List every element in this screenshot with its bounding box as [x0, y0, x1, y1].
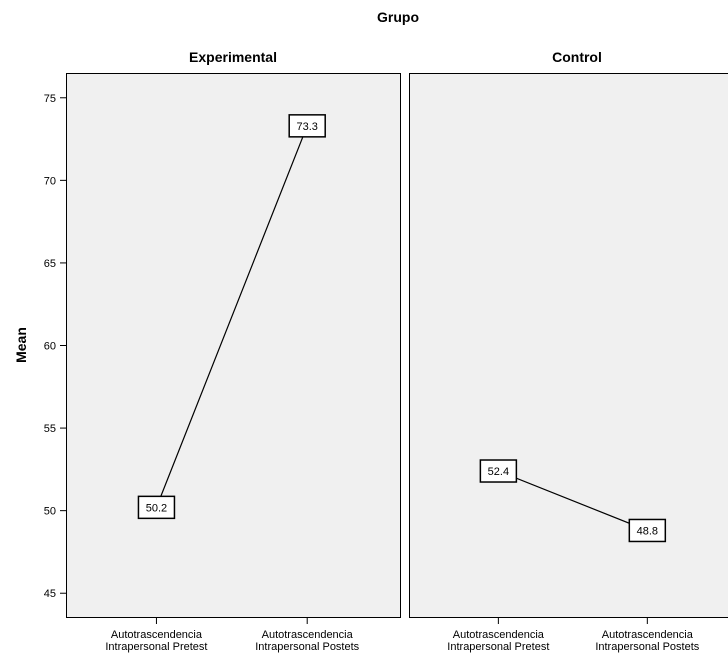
panel-title-experimental: Experimental [189, 49, 277, 65]
y-tick-label: 70 [44, 175, 56, 187]
y-tick-label: 75 [44, 93, 56, 105]
x-tick-label: Autotrascendencia [111, 629, 203, 641]
y-tick-label: 45 [44, 588, 56, 600]
x-tick-label: Intrapersonal Pretest [105, 641, 207, 653]
panel-title-control: Control [552, 49, 602, 65]
chart-title: Grupo [377, 9, 419, 25]
data-label: 48.8 [637, 525, 658, 537]
x-tick-label: Intrapersonal Postets [255, 641, 359, 653]
data-point-box [628, 518, 667, 543]
data-point-box [288, 114, 326, 138]
series-line-control [498, 470, 648, 532]
y-axis-title: Mean [13, 327, 29, 363]
x-tick-label: Intrapersonal Pretest [447, 641, 549, 653]
x-tick-label: Autotrascendencia [262, 629, 354, 641]
x-tick-label: Autotrascendencia [453, 629, 545, 641]
data-label: 73.3 [296, 121, 317, 133]
y-tick-label: 50 [44, 506, 56, 518]
y-tick-label: 60 [44, 341, 56, 353]
data-point-box [137, 495, 176, 520]
y-tick-label: 65 [44, 258, 56, 270]
x-tick-label: Intrapersonal Postets [595, 641, 699, 653]
data-point-box [479, 459, 518, 483]
panel-control [409, 73, 728, 618]
x-tick-label: Autotrascendencia [602, 629, 694, 641]
panel-experimental [66, 73, 401, 618]
data-label: 52.4 [488, 466, 509, 478]
series-line-experimental [155, 125, 308, 508]
data-label: 50.2 [146, 502, 167, 514]
y-tick-label: 55 [44, 423, 56, 435]
